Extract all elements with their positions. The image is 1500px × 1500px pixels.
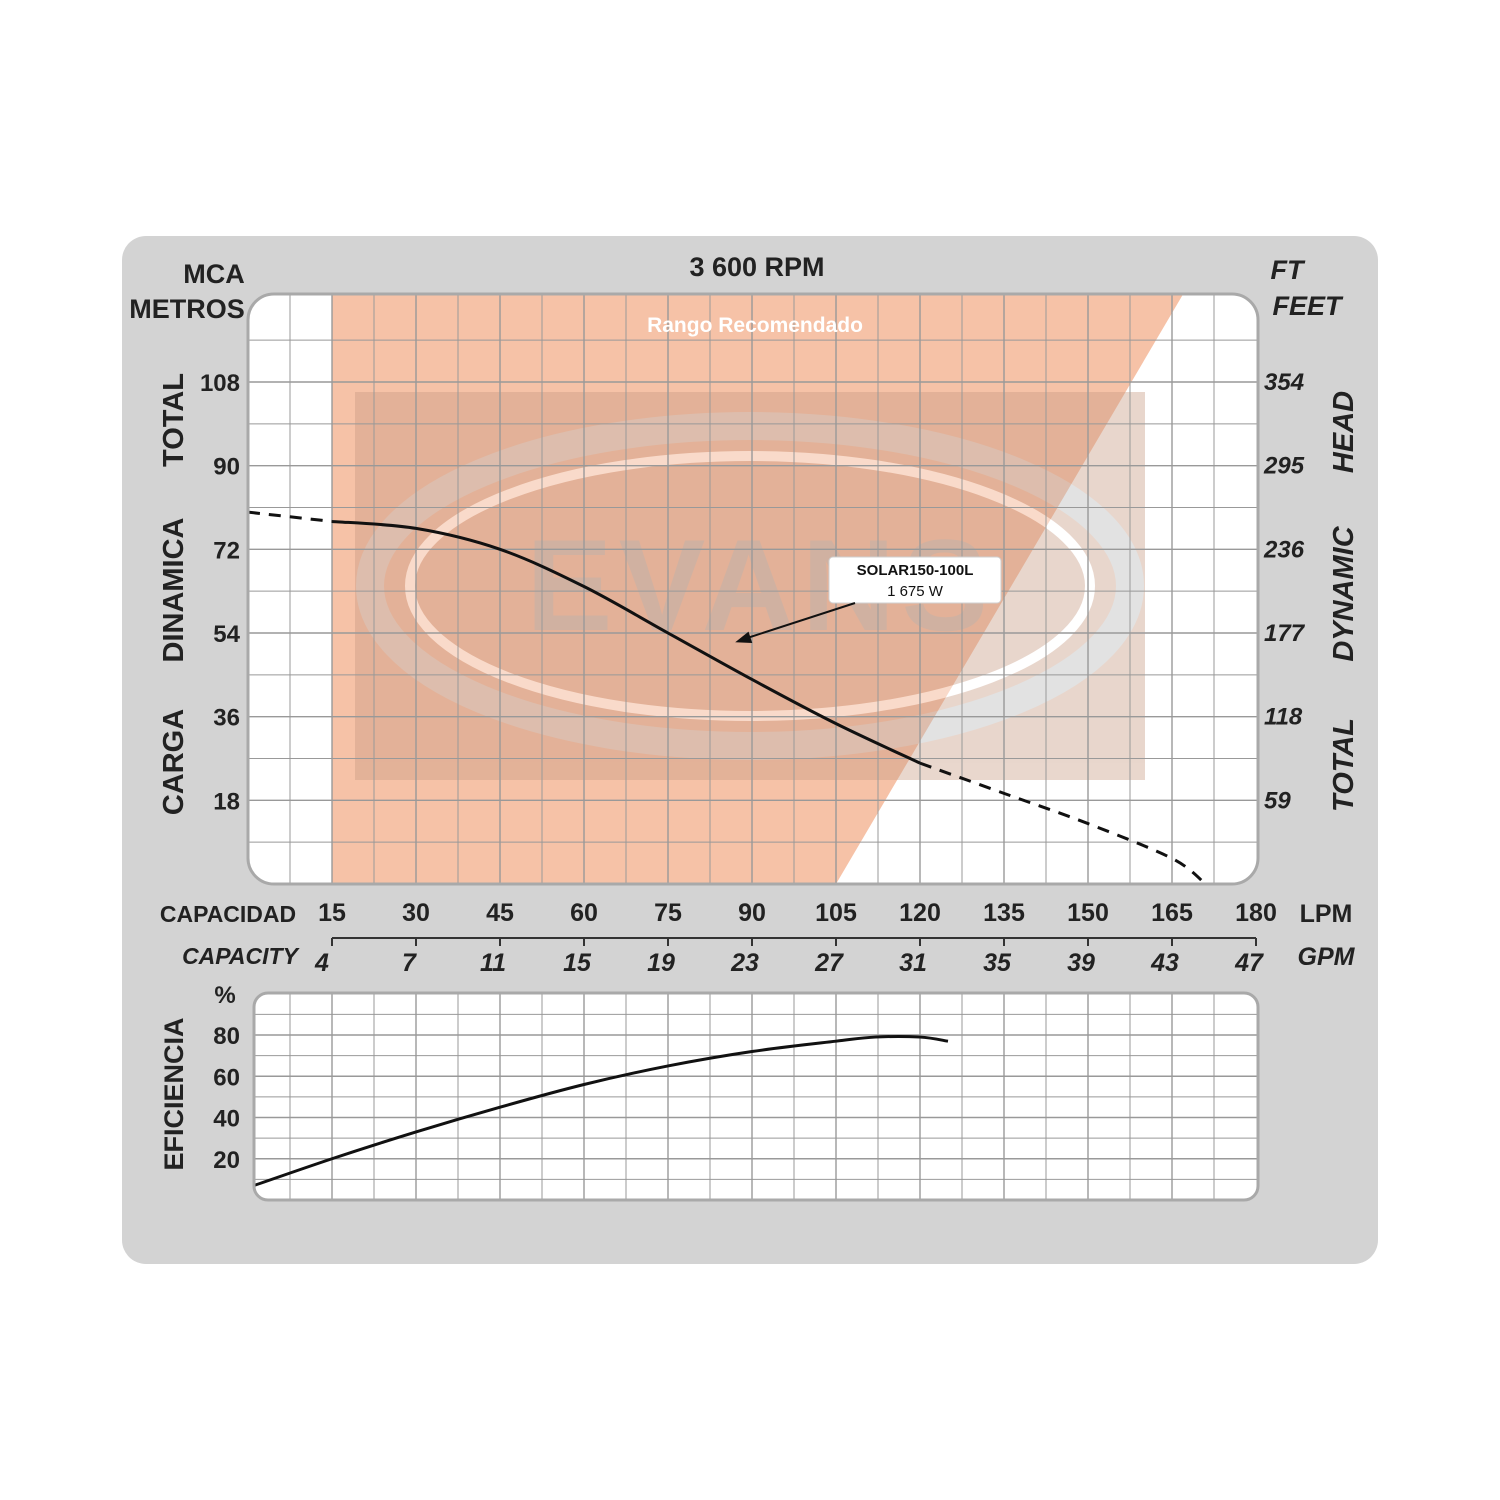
efficiency-tick-label: 40 — [213, 1106, 240, 1133]
x-axis-unit-gpm: GPM — [1298, 943, 1356, 971]
x-tick-label-gpm: 39 — [1067, 949, 1095, 977]
efficiency-axis-label: EFICIENCIA — [159, 1017, 189, 1170]
x-tick-label-gpm: 23 — [730, 949, 759, 977]
x-tick-label-gpm: 35 — [983, 949, 1012, 977]
efficiency-unit: % — [214, 982, 235, 1009]
x-tick-label-lpm: 90 — [738, 899, 766, 927]
x-tick-label-gpm: 43 — [1150, 949, 1179, 977]
x-tick-label-gpm: 47 — [1234, 949, 1264, 977]
y-tick-label-ft: 177 — [1264, 620, 1306, 647]
left-unit-mca: MCA — [183, 259, 245, 289]
head-plot-area: EVANS Rango Recomendado — [246, 292, 1260, 886]
y-tick-label-ft: 59 — [1264, 787, 1291, 814]
left-unit-metros: METROS — [129, 294, 245, 324]
y-tick-label-m: 18 — [213, 788, 240, 815]
y-tick-label-ft: 118 — [1264, 704, 1303, 731]
efficiency-plot-border — [252, 991, 1260, 1202]
chart-title: 3 600 RPM — [689, 252, 824, 282]
x-tick-label-lpm: 75 — [654, 899, 682, 927]
annotation-model: SOLAR150-100L — [857, 562, 974, 579]
y-tick-label-ft: 236 — [1263, 536, 1305, 563]
y-tick-label-m: 90 — [213, 454, 240, 481]
efficiency-curve — [254, 1035, 949, 1190]
x-tick-label-gpm: 27 — [814, 949, 844, 977]
recommended-range-label: Rango Recomendado — [647, 314, 863, 337]
x-tick-label-gpm: 4 — [314, 949, 329, 977]
x-axis-unit-lpm: LPM — [1300, 900, 1353, 928]
y-tick-label-m: 36 — [213, 705, 240, 732]
annotation-box — [828, 556, 1002, 604]
right-axis-word-head: HEAD — [1328, 391, 1360, 473]
x-tick-label-lpm: 60 — [570, 899, 598, 927]
x-tick-label-lpm: 150 — [1067, 899, 1109, 927]
x-tick-label-lpm: 135 — [983, 899, 1025, 927]
y-tick-label-m: 54 — [213, 621, 240, 648]
right-unit-ft: FT — [1271, 255, 1306, 285]
annotation-arrowhead — [735, 631, 753, 644]
y-tick-label-m: 108 — [200, 370, 240, 397]
y-tick-label-m: 72 — [213, 537, 240, 564]
x-tick-label-gpm: 15 — [563, 949, 592, 977]
x-tick-label-lpm: 120 — [899, 899, 941, 927]
x-tick-label-lpm: 30 — [402, 899, 430, 927]
head-plot-border — [246, 292, 1260, 886]
annotation-arrow — [742, 602, 856, 641]
right-axis-word-total: TOTAL — [1328, 718, 1360, 812]
y-tick-label-ft: 295 — [1263, 453, 1305, 480]
right-axis-word-dynamic: DYNAMIC — [1328, 525, 1360, 661]
x-tick-label-gpm: 19 — [647, 949, 675, 977]
efficiency-tick-label: 20 — [213, 1147, 240, 1174]
x-tick-label-gpm: 31 — [899, 949, 927, 977]
curve-annotation: SOLAR150-100L 1 675 W — [735, 556, 1002, 644]
x-tick-label-gpm: 11 — [480, 949, 506, 977]
right-unit-feet: FEET — [1272, 291, 1344, 321]
x-axis-label-capacity: CAPACITY — [182, 943, 301, 969]
x-tick-label-lpm: 180 — [1235, 899, 1277, 927]
left-axis-word-carga: CARGA — [158, 709, 190, 815]
head-curve-dashed-left — [248, 510, 333, 523]
head-curves — [248, 510, 1207, 884]
x-tick-label-lpm: 45 — [486, 899, 514, 927]
efficiency-curves — [254, 1035, 949, 1190]
efficiency-plot-area — [252, 991, 1260, 1202]
gpm-axis-ticks — [331, 938, 1257, 946]
y-tick-label-ft: 354 — [1264, 369, 1304, 396]
x-axis-label-capacidad: CAPACIDAD — [160, 901, 296, 927]
annotation-power: 1 675 W — [887, 583, 944, 600]
x-tick-label-lpm: 165 — [1151, 899, 1193, 927]
efficiency-tick-label: 80 — [213, 1023, 240, 1050]
left-axis-word-dinamica: DINAMICA — [158, 517, 190, 662]
efficiency-grid — [254, 993, 1258, 1200]
x-tick-label-gpm: 7 — [402, 949, 417, 977]
left-axis-word-total: TOTAL — [158, 373, 190, 467]
efficiency-tick-label: 60 — [213, 1064, 240, 1091]
recommended-range-area — [332, 294, 1184, 884]
x-tick-label-lpm: 105 — [815, 899, 857, 927]
head-curve-dashed-right — [919, 761, 1207, 884]
x-tick-label-lpm: 15 — [318, 899, 346, 927]
head-curve-solid — [331, 519, 921, 765]
evans-watermark: EVANS — [355, 392, 1145, 780]
